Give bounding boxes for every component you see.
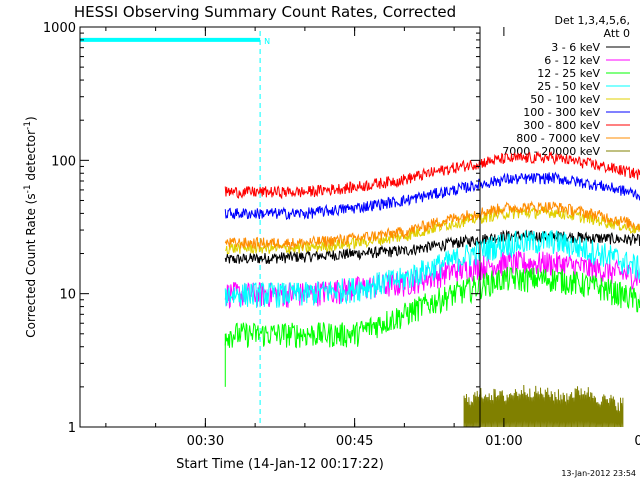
legend-label: 12 - 25 keV	[537, 67, 600, 80]
x-tick-label: 01:15	[634, 434, 640, 449]
y-axis-label: Corrected Count Rate (s-1 detector-1)	[23, 116, 38, 337]
night-flag-label: N	[264, 37, 270, 46]
x-tick-label: 00:45	[336, 434, 373, 449]
legend-header-line-2: Att 0	[604, 27, 630, 40]
legend-label: 800 - 7000 keV	[516, 132, 600, 145]
legend-label: 6 - 12 keV	[544, 54, 600, 67]
y-tick-label: 1000	[43, 21, 76, 36]
series-line-3	[224, 266, 640, 349]
series-line-5	[225, 205, 640, 255]
legend-label: 25 - 50 keV	[537, 80, 600, 93]
flags-layer: N	[80, 31, 270, 427]
series-line-4	[224, 230, 640, 308]
y-axis-label-main: Corrected Count Rate (s	[24, 193, 38, 337]
series-layer	[224, 150, 640, 428]
x-axis-label: Start Time (14-Jan-12 00:17:22)	[176, 457, 384, 472]
y-axis-label-mid: detector	[24, 130, 38, 185]
legend-label: 50 - 100 keV	[530, 93, 600, 106]
footer-timestamp: 13-Jan-2012 23:54	[561, 469, 636, 478]
plot-frame	[79, 26, 481, 428]
legend-header-line-1: Det 1,3,4,5,6,	[554, 14, 630, 27]
x-tick-label: 01:00	[485, 434, 522, 449]
legend-label: 300 - 800 keV	[523, 119, 600, 132]
chart-title: HESSI Observing Summary Count Rates, Cor…	[74, 3, 456, 21]
legend-label: 3 - 6 keV	[551, 41, 600, 54]
legend-header: Det 1,3,4,5,6, Att 0	[554, 14, 630, 40]
x-tick-label: 00:30	[187, 434, 224, 449]
series-line-8	[224, 200, 640, 250]
y-tick-label: 100	[51, 154, 76, 169]
series-line-7	[224, 150, 640, 200]
y-axis-label-end: )	[24, 116, 38, 121]
series-line-9	[463, 385, 624, 428]
series-line-6	[224, 171, 640, 221]
y-axis-label-sup-1: -1	[23, 184, 33, 193]
y-tick-label: 1	[68, 421, 76, 436]
legend-label: 100 - 300 keV	[523, 106, 600, 119]
y-tick-label: 10	[59, 288, 76, 303]
y-axis-label-sup-2: -1	[23, 121, 33, 130]
